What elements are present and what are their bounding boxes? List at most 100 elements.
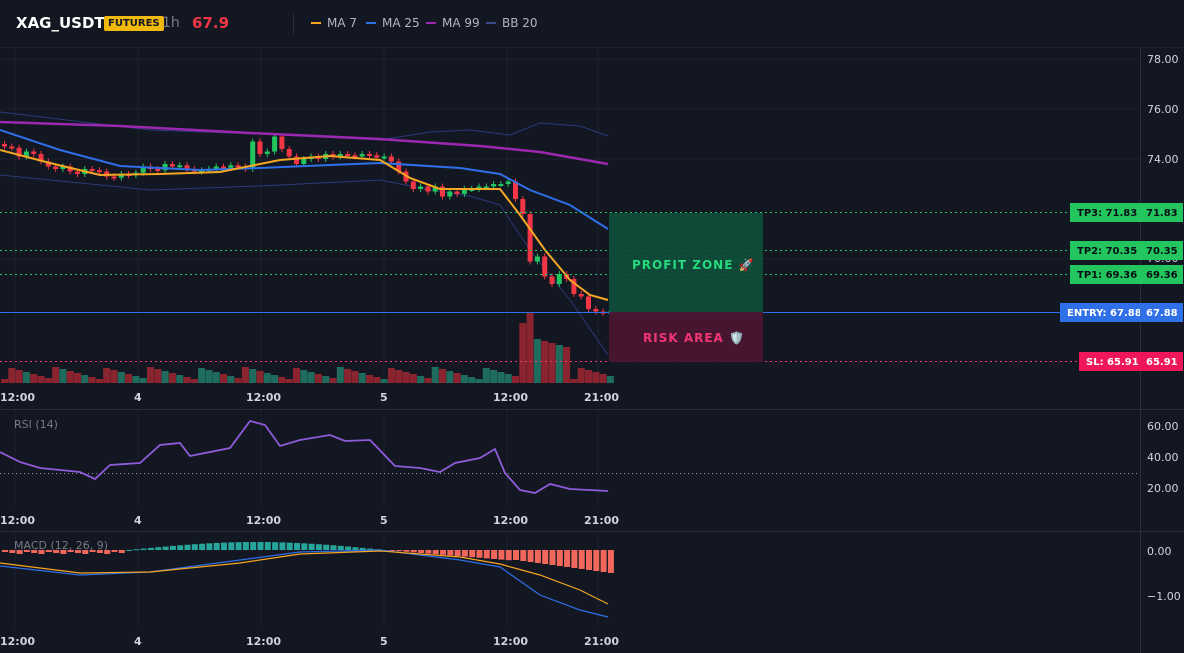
- legend-ma7[interactable]: MA 7: [311, 16, 357, 30]
- volume-bar: [351, 371, 359, 383]
- macd-bar: [396, 550, 403, 552]
- volume-bar: [15, 370, 23, 383]
- tp2-price: 70.35: [1146, 246, 1178, 257]
- macd-bar: [600, 550, 607, 572]
- candle-body: [440, 186, 445, 197]
- volume-bar: [453, 373, 461, 383]
- candle-body: [571, 279, 577, 294]
- candle-body: [491, 184, 497, 187]
- volume-bar: [285, 379, 293, 383]
- time-tick: 12:00: [246, 391, 281, 404]
- time-tick: 5: [380, 635, 388, 648]
- candle-body: [140, 166, 146, 173]
- macd-bar: [607, 550, 614, 573]
- legend-bb20[interactable]: BB 20: [486, 16, 538, 30]
- macd-bar: [323, 544, 330, 550]
- macd-label[interactable]: MACD (12, 26, 9): [14, 539, 108, 552]
- volume-bar: [336, 367, 344, 383]
- macd-bar: [228, 542, 235, 550]
- volume-bar: [44, 378, 52, 383]
- volume-bar: [322, 376, 330, 383]
- macd-bar: [520, 550, 527, 561]
- volume-bar: [52, 367, 60, 383]
- volume-bar: [314, 374, 322, 383]
- candle-body: [367, 154, 372, 156]
- macd-bar: [199, 543, 206, 550]
- chart-header: XAG_USDT FUTURES 1h 67.9 MA 7 MA 25 MA 9…: [0, 0, 1184, 48]
- macd-bar: [549, 550, 556, 565]
- macd-bar: [89, 550, 96, 552]
- candle-body: [31, 151, 37, 154]
- candle-body: [111, 176, 117, 179]
- volume-bar: [585, 370, 592, 383]
- volume-bar: [387, 368, 395, 383]
- symbol-name[interactable]: XAG_USDT: [16, 14, 105, 32]
- candle-body: [527, 214, 533, 262]
- macd-bar: [148, 547, 154, 550]
- macd-bar: [491, 550, 498, 559]
- volume-bar: [278, 377, 286, 383]
- candle-body: [396, 161, 402, 172]
- volume-bar: [577, 368, 585, 383]
- volume-bar: [212, 372, 220, 383]
- volume-bar: [490, 370, 498, 383]
- risk-zone-label: RISK AREA 🛡️: [643, 331, 745, 345]
- candle-body: [23, 151, 29, 157]
- tp1-tag-label: TP1: 69.36: [1077, 270, 1137, 281]
- macd-bar: [308, 543, 315, 550]
- macd-bar: [221, 542, 227, 550]
- volume-bar: [205, 370, 213, 383]
- tp3-price-tag: [1140, 203, 1183, 222]
- time-tick: 12:00: [0, 514, 35, 527]
- volume-bar: [190, 379, 198, 383]
- volume-bar: [22, 372, 30, 383]
- candle-body: [228, 165, 234, 168]
- macd-bar: [403, 550, 410, 552]
- candle-body: [425, 186, 431, 192]
- macd-bar: [542, 550, 549, 564]
- macd-bar: [279, 542, 286, 550]
- rsi-label[interactable]: RSI (14): [14, 418, 58, 431]
- macd-bar: [184, 544, 191, 550]
- futures-badge: FUTURES: [104, 16, 164, 31]
- candle-body: [476, 186, 482, 189]
- candle-body: [60, 166, 66, 169]
- legend-ma25[interactable]: MA 25: [366, 16, 420, 30]
- volume-bar: [482, 368, 490, 383]
- macd-bar: [23, 550, 30, 552]
- tp2-tag[interactable]: [1070, 241, 1141, 260]
- macd-bar: [82, 550, 89, 554]
- price-tick: 74.00: [1147, 153, 1179, 166]
- time-tick: 12:00: [0, 635, 35, 648]
- entry-tag[interactable]: [1060, 303, 1141, 322]
- candle-body: [199, 170, 205, 173]
- volume-bar: [373, 377, 381, 383]
- profit-zone[interactable]: [609, 213, 763, 312]
- time-tick: 5: [380, 514, 388, 527]
- sl-tag[interactable]: [1079, 352, 1141, 371]
- sl-price-tag: [1140, 352, 1183, 371]
- volume-bar: [103, 368, 111, 383]
- macd-bar: [53, 550, 60, 553]
- candle-body: [177, 165, 183, 168]
- tp1-tag[interactable]: [1070, 265, 1141, 284]
- macd-bar: [16, 550, 23, 554]
- macd-bar: [96, 550, 103, 553]
- risk-zone[interactable]: [609, 312, 763, 362]
- macd-bar: [191, 544, 198, 550]
- volume-bar: [307, 372, 315, 383]
- macd-bar: [469, 550, 476, 558]
- macd-bar: [505, 550, 512, 561]
- tp3-tag-label: TP3: 71.83: [1077, 208, 1137, 219]
- candle-body: [221, 166, 226, 169]
- tp3-tag[interactable]: [1070, 203, 1141, 222]
- legend-ma99[interactable]: MA 99: [426, 16, 480, 30]
- candle-body: [213, 166, 219, 169]
- volume-bar: [183, 377, 191, 383]
- macd-bar: [454, 550, 461, 556]
- macd-bar: [67, 550, 74, 552]
- volume-bar: [59, 369, 67, 383]
- timeframe-label[interactable]: 1h: [162, 15, 180, 31]
- macd-bar: [556, 550, 563, 566]
